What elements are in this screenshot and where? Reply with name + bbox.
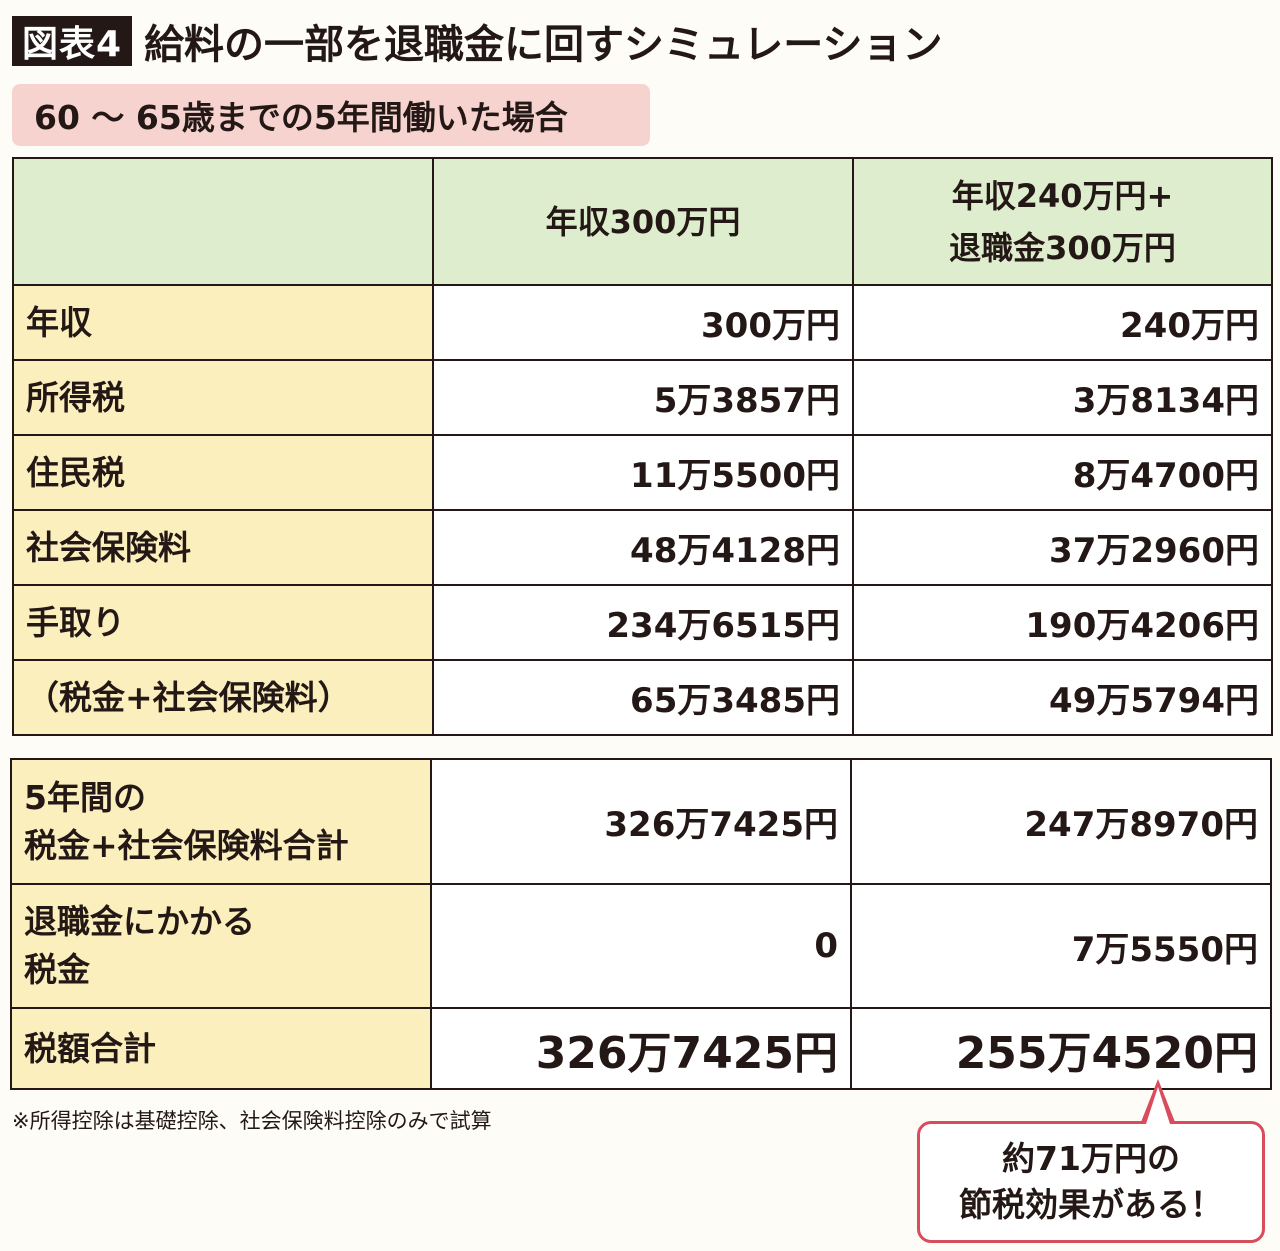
row-label-resident-tax: 住民税 — [12, 434, 434, 511]
savings-callout: 約71万円の 節税効果がある！ — [917, 1121, 1265, 1243]
value-a: 0 — [430, 883, 852, 1009]
row-label-total-tax: 税額合計 — [10, 1007, 432, 1090]
table-row: 5年間の 税金+社会保険料合計 326万7425円 247万8970円 — [10, 758, 1272, 885]
value-b-total: 255万4520円 — [850, 1007, 1272, 1090]
row-label-annual-income: 年収 — [12, 284, 434, 361]
value-a: 65万3485円 — [432, 659, 854, 736]
table-row: 税額合計 326万7425円 255万4520円 — [10, 1007, 1272, 1090]
value-b: 49万5794円 — [852, 659, 1273, 736]
table-row: 所得税 5万3857円 3万8134円 — [12, 359, 1273, 436]
table-row: 退職金にかかる 税金 0 7万5550円 — [10, 883, 1272, 1009]
value-a: 5万3857円 — [432, 359, 854, 436]
callout-line2: 節税効果がある！ — [959, 1185, 1223, 1224]
figure-tag: 図表4 — [12, 16, 133, 66]
figure-title: 給料の一部を退職金に回すシミュレーション — [144, 22, 943, 68]
label-line1: 退職金にかかる — [24, 902, 255, 941]
value-a-total: 326万7425円 — [430, 1007, 852, 1090]
value-b: 37万2960円 — [852, 509, 1273, 586]
header-empty-cell — [12, 157, 434, 286]
header-col2-line2: 退職金300万円 — [949, 228, 1176, 267]
value-b: 240万円 — [852, 284, 1273, 361]
table-row: （税金+社会保険料） 65万3485円 49万5794円 — [12, 659, 1273, 736]
label-line2: 税金 — [24, 950, 90, 989]
table-row: 手取り 234万6515円 190万4206円 — [12, 584, 1273, 661]
label-line1: 5年間の — [24, 777, 146, 817]
value-a: 11万5500円 — [432, 434, 854, 511]
callout-pointer-icon — [1141, 1079, 1175, 1124]
header-col-240-plus-retirement: 年収240万円+ 退職金300万円 — [852, 157, 1273, 286]
row-label-social-insurance: 社会保険料 — [12, 509, 434, 586]
value-b: 3万8134円 — [852, 359, 1273, 436]
header-col-300: 年収300万円 — [432, 157, 854, 286]
condition-banner: 60 〜 65歳までの5年間働いた場合 — [12, 84, 650, 146]
row-label-income-tax: 所得税 — [12, 359, 434, 436]
table-header-row: 年収300万円 年収240万円+ 退職金300万円 — [12, 157, 1273, 286]
row-label-five-year-total: 5年間の 税金+社会保険料合計 — [10, 758, 432, 885]
row-label-retirement-tax: 退職金にかかる 税金 — [10, 883, 432, 1009]
footnote: ※所得控除は基礎控除、社会保険料控除のみで試算 — [12, 1109, 492, 1133]
header-col2-line1: 年収240万円+ — [951, 176, 1174, 215]
value-b: 190万4206円 — [852, 584, 1273, 661]
table-row: 年収 300万円 240万円 — [12, 284, 1273, 361]
value-a: 48万4128円 — [432, 509, 854, 586]
comparison-table: 年収300万円 年収240万円+ 退職金300万円 年収 300万円 240万円… — [12, 157, 1273, 736]
value-a: 234万6515円 — [432, 584, 854, 661]
figure-title-row: 図表4 給料の一部を退職金に回すシミュレーション — [12, 12, 942, 70]
value-b: 247万8970円 — [850, 758, 1272, 885]
summary-table: 5年間の 税金+社会保険料合計 326万7425円 247万8970円 退職金に… — [10, 758, 1272, 1090]
row-label-tax-plus-insurance: （税金+社会保険料） — [12, 659, 434, 736]
value-b: 7万5550円 — [850, 883, 1272, 1009]
callout-line1: 約71万円の — [1002, 1139, 1180, 1178]
table-row: 住民税 11万5500円 8万4700円 — [12, 434, 1273, 511]
value-b: 8万4700円 — [852, 434, 1273, 511]
table-row: 社会保険料 48万4128円 37万2960円 — [12, 509, 1273, 586]
label-line2: 税金+社会保険料合計 — [24, 825, 349, 865]
row-label-take-home: 手取り — [12, 584, 434, 661]
value-a: 300万円 — [432, 284, 854, 361]
value-a: 326万7425円 — [430, 758, 852, 885]
